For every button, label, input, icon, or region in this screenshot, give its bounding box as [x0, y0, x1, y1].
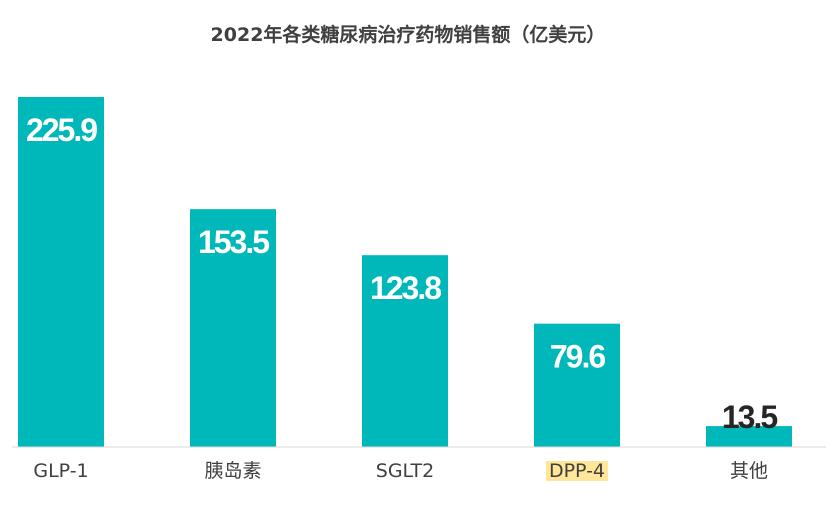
category-label-dpp-4: DPP-4 — [549, 460, 605, 482]
value-label-sglt2: 123.8 — [370, 270, 441, 306]
value-label-cat-4: 13.5 — [722, 399, 777, 435]
bar-sglt2 — [362, 255, 448, 447]
bar-cat-1 — [190, 209, 276, 447]
labels-layer: 225.9 GLP-1 153.5 胰岛素 123.8 SGLT2 79.6 DPP-4 13.… — [26, 112, 779, 482]
highlights-layer — [545, 461, 609, 481]
category-label-cat-1: 胰岛素 — [204, 460, 261, 482]
bar-cat-4 — [706, 426, 792, 447]
chart-title: 2022年各类糖尿病治疗药物销售额（亿美元） — [211, 23, 606, 46]
value-label-cat-1: 153.5 — [198, 224, 269, 260]
category-label-cat-4: 其他 — [730, 460, 768, 482]
value-label-dpp-4: 79.6 — [550, 339, 605, 375]
category-label-sglt2: SGLT2 — [376, 460, 434, 482]
category-highlight-dpp-4 — [545, 461, 609, 481]
category-label-glp-1: GLP-1 — [33, 460, 88, 482]
bar-glp-1 — [18, 97, 104, 447]
value-label-glp-1: 225.9 — [26, 112, 97, 148]
bar-dpp-4 — [534, 323, 620, 447]
bars-layer — [18, 97, 792, 447]
